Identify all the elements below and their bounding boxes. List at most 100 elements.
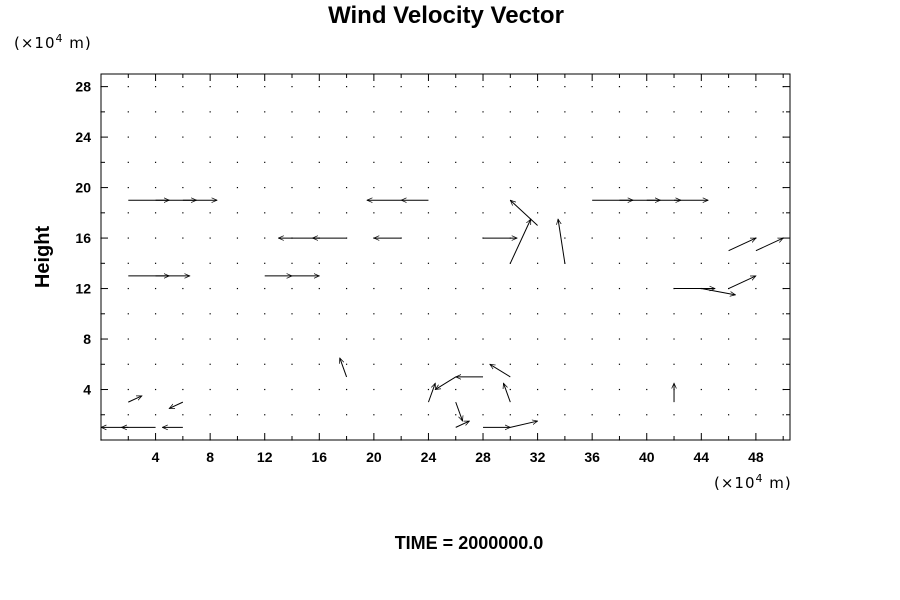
wind-vector [510, 200, 538, 226]
grid-point [646, 313, 648, 315]
grid-point [236, 186, 239, 189]
grid-point [700, 262, 702, 264]
wind-vector [490, 364, 511, 378]
grid-point [318, 186, 320, 189]
grid-point [564, 86, 566, 88]
grid-point [455, 439, 457, 441]
grid-point [755, 186, 757, 189]
grid-point [591, 439, 593, 441]
grid-point [182, 86, 184, 88]
grid-point [209, 439, 211, 441]
grid-point [427, 338, 430, 340]
grid-point [728, 237, 730, 239]
grid-point [264, 414, 266, 416]
grid-point [536, 414, 539, 416]
wind-vector [503, 383, 511, 403]
grid-point [728, 338, 730, 340]
grid-point [509, 136, 511, 138]
grid-point [154, 86, 157, 88]
grid-point [509, 414, 511, 416]
grid-point [455, 414, 457, 416]
grid-point [209, 86, 211, 88]
grid-point [182, 414, 184, 416]
grid-point [564, 161, 566, 163]
x-tick-label: 36 [584, 449, 600, 465]
grid-point [100, 86, 102, 88]
grid-point [318, 262, 320, 264]
grid-point [646, 338, 648, 340]
x-tick-label: 44 [694, 449, 710, 465]
grid-point [618, 237, 621, 239]
grid-point [427, 136, 430, 138]
grid-point [564, 388, 566, 391]
y-tick-label: 28 [75, 79, 91, 95]
grid-point [264, 111, 266, 113]
grid-point [100, 186, 102, 189]
grid-point [482, 414, 484, 416]
grid-point [318, 136, 320, 138]
grid-point [591, 86, 593, 88]
grid-point [455, 388, 457, 391]
wind-vector [701, 288, 735, 295]
grid-point [291, 186, 293, 189]
grid-point [782, 414, 784, 416]
grid-point [400, 287, 402, 290]
grid-point [564, 313, 566, 315]
grid-point [400, 338, 402, 340]
grid-point [700, 237, 702, 239]
grid-point [755, 363, 757, 365]
grid-point [236, 338, 239, 340]
grid-point [782, 363, 784, 365]
grid-point [291, 262, 293, 264]
wind-vector [510, 421, 537, 428]
grid-point [400, 212, 402, 214]
grid-point [100, 237, 102, 239]
grid-point [455, 363, 457, 365]
grid-point [127, 363, 129, 365]
grid-point [536, 313, 539, 315]
grid-point [182, 136, 184, 138]
x-tick-label: 20 [366, 449, 382, 465]
grid-point [373, 186, 375, 189]
grid-point [182, 262, 184, 264]
grid-point [400, 363, 402, 365]
grid-point [536, 338, 539, 340]
grid-point [209, 287, 211, 290]
grid-point [345, 439, 348, 441]
grid-point [373, 338, 375, 340]
grid-point [154, 363, 157, 365]
grid-point [182, 111, 184, 113]
grid-point [345, 186, 348, 189]
grid-point [673, 161, 675, 163]
grid-point [100, 439, 102, 441]
grid-point [782, 136, 784, 138]
grid-point [482, 161, 484, 163]
grid-point [427, 237, 430, 239]
grid-point [182, 338, 184, 340]
grid-point [455, 338, 457, 340]
grid-point [591, 186, 593, 189]
grid-point [673, 313, 675, 315]
grid-point [618, 136, 621, 138]
grid-point [618, 388, 621, 391]
grid-point [591, 363, 593, 365]
grid-point [291, 414, 293, 416]
grid-point [236, 136, 239, 138]
grid-point [755, 86, 757, 88]
grid-point [591, 161, 593, 163]
grid-point [564, 186, 566, 189]
grid-point [728, 363, 730, 365]
grid-point [673, 287, 675, 290]
wind-vector [728, 237, 756, 252]
grid-point [127, 338, 129, 340]
grid-point [728, 136, 730, 138]
grid-point [427, 86, 430, 88]
grid-point [618, 439, 621, 441]
y-tick-label: 4 [83, 382, 91, 398]
grid-point [154, 186, 157, 189]
grid-point [618, 313, 621, 315]
grid-point [700, 111, 702, 113]
grid-point [618, 212, 621, 214]
grid-point [564, 338, 566, 340]
